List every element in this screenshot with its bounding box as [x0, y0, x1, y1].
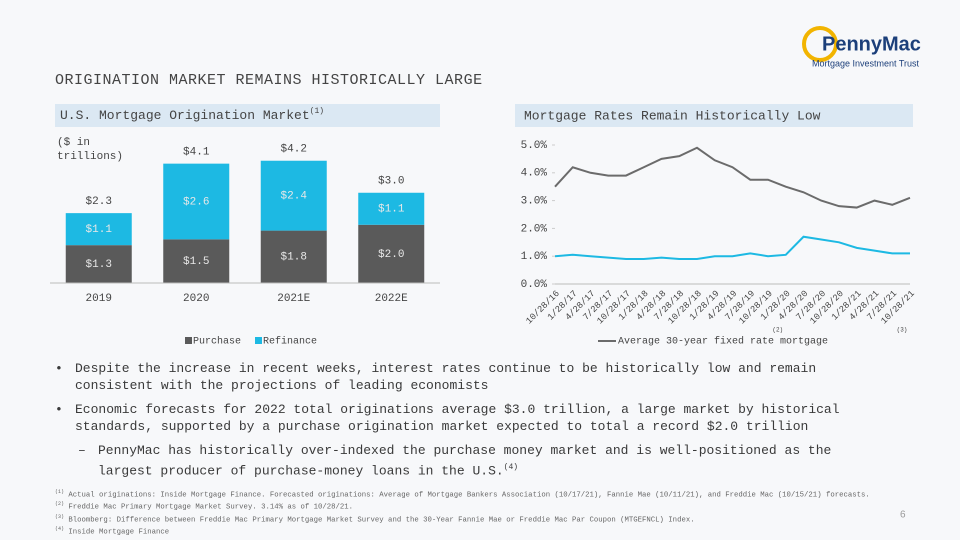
x-tick-label: 2022E — [375, 293, 408, 305]
footnotes: (1) Actual originations: Inside Mortgage… — [55, 488, 895, 538]
chart-title: U.S. Mortgage Origination Market(1) — [60, 107, 324, 123]
legend-label: Average 30-year fixed rate mortgage — [618, 336, 828, 348]
footnote-text: Bloomberg: Difference between Freddie Ma… — [68, 516, 695, 525]
legend-swatch — [185, 337, 192, 344]
annotation: (2) — [772, 327, 783, 334]
logo-ring — [802, 26, 838, 62]
bar-value-label: $2.4 — [281, 191, 308, 203]
slide-title: ORIGINATION MARKET REMAINS HISTORICALLY … — [55, 72, 483, 89]
chart-title-text: U.S. Mortgage Origination Market — [60, 108, 310, 123]
sub-bullet-text: PennyMac has historically over-indexed t… — [98, 443, 832, 479]
subtitle-line: ($ in — [57, 137, 90, 149]
bar-value-label: $1.8 — [281, 252, 307, 264]
footnote-marker: (2) — [55, 501, 65, 508]
bar-segment — [260, 230, 327, 283]
y-tick-label: 0.0% — [521, 279, 548, 291]
footnote: (4) Inside Mortgage Finance — [55, 525, 895, 537]
footnote-text: Freddie Mac Primary Mortgage Market Surv… — [68, 503, 354, 512]
legend-label: Refinance — [263, 336, 317, 348]
bar-total-label: $2.3 — [86, 196, 112, 208]
x-tick-label: 2019 — [86, 293, 112, 305]
sub-bullet-note: (4) — [503, 463, 519, 472]
bullet: Economic forecasts for 2022 total origin… — [55, 401, 890, 435]
bar-segment — [163, 163, 230, 240]
bar-value-label: $2.0 — [378, 249, 404, 261]
bar-value-label: $1.3 — [86, 259, 112, 271]
subtitle-line: trillions) — [57, 151, 123, 163]
footnote-marker: (3) — [55, 513, 65, 520]
y-tick-label: 5.0% — [521, 140, 548, 152]
footnote-marker: (4) — [55, 526, 65, 533]
y-tick-label: 1.0% — [521, 251, 548, 263]
bar-total-label: $4.2 — [281, 144, 307, 156]
series-line — [554, 146, 911, 209]
footnote-text: Inside Mortgage Finance — [68, 528, 170, 537]
sub-bullet: PennyMac has historically over-indexed t… — [78, 442, 893, 479]
bar-value-label: $2.6 — [183, 196, 209, 208]
bar-segment — [358, 224, 425, 283]
chart-title-note: (1) — [310, 107, 324, 116]
chart-title: Mortgage Rates Remain Historically Low — [524, 108, 821, 123]
bar-segment — [260, 160, 327, 231]
bar-value-label: $1.1 — [86, 224, 113, 236]
bar-segment — [358, 192, 425, 225]
annotation: (3) — [897, 327, 908, 334]
legend-swatch — [255, 337, 262, 344]
legend-label: Purchase — [193, 336, 241, 348]
footnote: (2) Freddie Mac Primary Mortgage Market … — [55, 500, 895, 512]
x-tick-label: 2020 — [183, 293, 209, 305]
chart-subtitle: ($ in trillions) — [57, 137, 123, 163]
bar-total-label: $4.1 — [183, 147, 210, 159]
section-header — [55, 104, 440, 127]
section-header — [515, 104, 913, 127]
y-tick-label: 2.0% — [521, 223, 548, 235]
bar-segment — [163, 239, 230, 283]
y-tick-label: 4.0% — [521, 168, 548, 180]
logo-name: PennyMac — [822, 33, 921, 55]
bar-value-label: $1.1 — [378, 204, 405, 216]
bar-segment — [65, 213, 132, 246]
series-line — [554, 235, 910, 260]
bullet: Despite the increase in recent weeks, in… — [55, 360, 890, 394]
y-tick-label: 3.0% — [521, 196, 548, 208]
footnote-marker: (1) — [55, 489, 65, 495]
footnote: (3) Bloomberg: Difference between Freddi… — [55, 513, 895, 525]
footnote: (1) Actual originations: Inside Mortgage… — [55, 488, 895, 500]
logo-tagline: Mortgage Investment Trust — [812, 58, 920, 68]
bar-total-label: $3.0 — [378, 176, 404, 188]
bar-segment — [65, 245, 132, 283]
page-number: 6 — [900, 510, 906, 521]
bar-value-label: $1.5 — [183, 256, 209, 268]
footnote-text: Actual originations: Inside Mortgage Fin… — [68, 491, 870, 500]
x-tick-label: 2021E — [277, 293, 310, 305]
